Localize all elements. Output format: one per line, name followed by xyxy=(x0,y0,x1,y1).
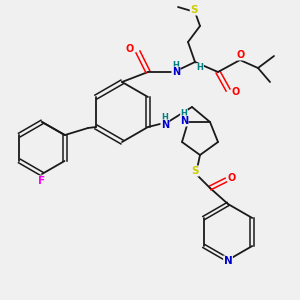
Text: O: O xyxy=(237,50,245,60)
Text: H: H xyxy=(172,61,179,70)
Text: O: O xyxy=(232,87,240,97)
Text: S: S xyxy=(190,5,198,15)
Text: S: S xyxy=(191,166,199,176)
Text: N: N xyxy=(180,116,188,126)
Text: F: F xyxy=(38,176,46,186)
Text: H: H xyxy=(196,64,203,73)
Text: N: N xyxy=(224,256,232,266)
Text: N: N xyxy=(172,67,180,77)
Text: H: H xyxy=(181,110,188,118)
Text: H: H xyxy=(162,113,168,122)
Text: O: O xyxy=(126,44,134,54)
Text: O: O xyxy=(228,173,236,183)
Text: N: N xyxy=(161,120,169,130)
